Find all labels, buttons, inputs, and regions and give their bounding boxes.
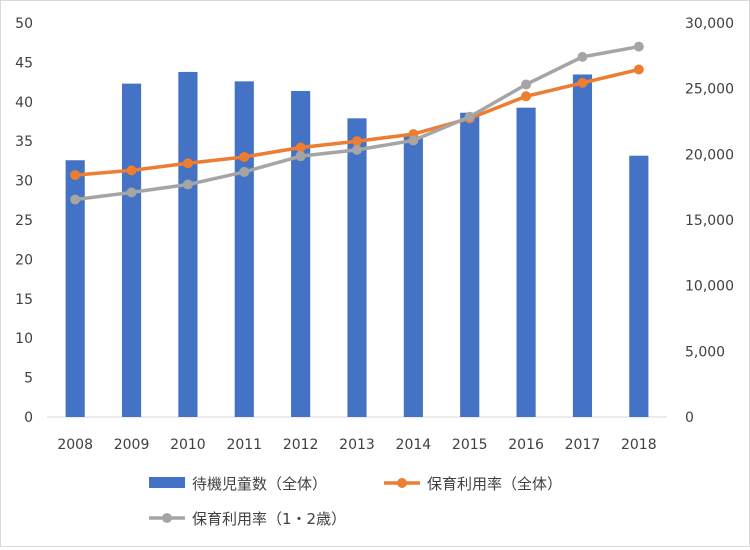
x-tick-label: 2016 <box>508 437 544 453</box>
x-tick-label: 2013 <box>339 437 375 453</box>
left-tick-label: 10 <box>15 331 33 347</box>
data-point <box>577 51 588 62</box>
left-tick-label: 35 <box>15 134 33 150</box>
data-point <box>352 136 362 147</box>
bar <box>291 90 311 417</box>
data-point <box>577 77 588 88</box>
right-axis-labels: 0 5,000 10,000 15,000 20,000 25,000 30,000 <box>685 16 734 426</box>
data-point <box>521 79 532 90</box>
data-point <box>521 91 532 102</box>
right-tick-label: 10,000 <box>685 279 734 295</box>
data-point <box>633 41 644 52</box>
data-point <box>295 151 306 162</box>
data-point <box>239 166 250 177</box>
data-point <box>464 111 475 122</box>
right-tick-label: 5,000 <box>685 344 725 360</box>
x-tick-label: 2010 <box>170 437 206 453</box>
bar <box>403 136 423 418</box>
left-tick-label: 5 <box>24 371 33 387</box>
right-tick-label: 20,000 <box>685 147 734 163</box>
right-tick-label: 15,000 <box>685 213 734 229</box>
data-point <box>70 170 81 181</box>
right-tick-label: 25,000 <box>685 82 734 98</box>
left-tick-label: 50 <box>15 16 33 32</box>
legend-swatch <box>149 477 185 488</box>
data-point <box>633 64 644 75</box>
legend: 待機児童数（全体） 保育利用率（全体） 保育利用率（1・2歳） <box>149 475 562 528</box>
left-tick-label: 15 <box>15 292 33 308</box>
x-tick-label: 2014 <box>396 437 432 453</box>
left-axis-labels: 0 5 10 15 20 25 30 35 40 45 50 <box>15 16 33 426</box>
bar <box>65 160 85 417</box>
data-point <box>126 165 137 176</box>
data-point <box>408 135 419 146</box>
data-point <box>352 144 362 155</box>
x-tick-label: 2017 <box>565 437 601 453</box>
legend-label: 保育利用率（1・2歳） <box>192 510 346 528</box>
left-tick-label: 45 <box>15 55 33 71</box>
bar <box>347 118 367 417</box>
bar <box>121 83 142 417</box>
bar-series <box>65 71 649 418</box>
left-tick-label: 30 <box>15 174 33 190</box>
data-point <box>182 179 193 190</box>
bar <box>460 112 480 418</box>
left-tick-label: 40 <box>15 95 33 111</box>
bar <box>178 71 198 418</box>
bar <box>629 155 649 417</box>
x-tick-label: 2009 <box>114 437 150 453</box>
data-point <box>182 158 193 169</box>
legend-marker <box>397 478 407 488</box>
x-axis-labels: 2008 2009 2010 2011 2012 2013 2014 2015 2016 2017… <box>57 437 656 453</box>
left-tick-label: 0 <box>24 410 33 426</box>
legend-marker <box>162 513 172 523</box>
left-tick-label: 20 <box>15 252 33 268</box>
bar <box>572 74 593 417</box>
data-point <box>70 194 81 205</box>
data-point <box>126 187 137 198</box>
data-point <box>239 151 250 162</box>
bar <box>234 81 254 417</box>
bar <box>516 107 536 418</box>
data-point <box>295 142 306 153</box>
x-tick-label: 2018 <box>621 437 657 453</box>
line-series <box>70 41 644 205</box>
x-tick-label: 2012 <box>283 437 319 453</box>
legend-label: 待機児童数（全体） <box>192 475 327 493</box>
x-tick-label: 2015 <box>452 437 488 453</box>
right-tick-label: 30,000 <box>685 16 734 32</box>
x-tick-label: 2008 <box>57 437 93 453</box>
left-tick-label: 25 <box>15 213 33 229</box>
right-tick-label: 0 <box>685 410 694 426</box>
x-tick-label: 2011 <box>226 437 262 453</box>
legend-label: 保育利用率（全体） <box>427 475 562 493</box>
